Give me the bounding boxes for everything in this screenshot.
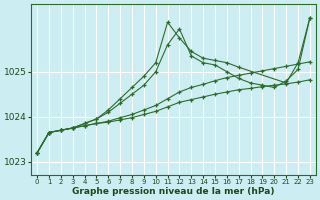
- X-axis label: Graphe pression niveau de la mer (hPa): Graphe pression niveau de la mer (hPa): [72, 187, 275, 196]
